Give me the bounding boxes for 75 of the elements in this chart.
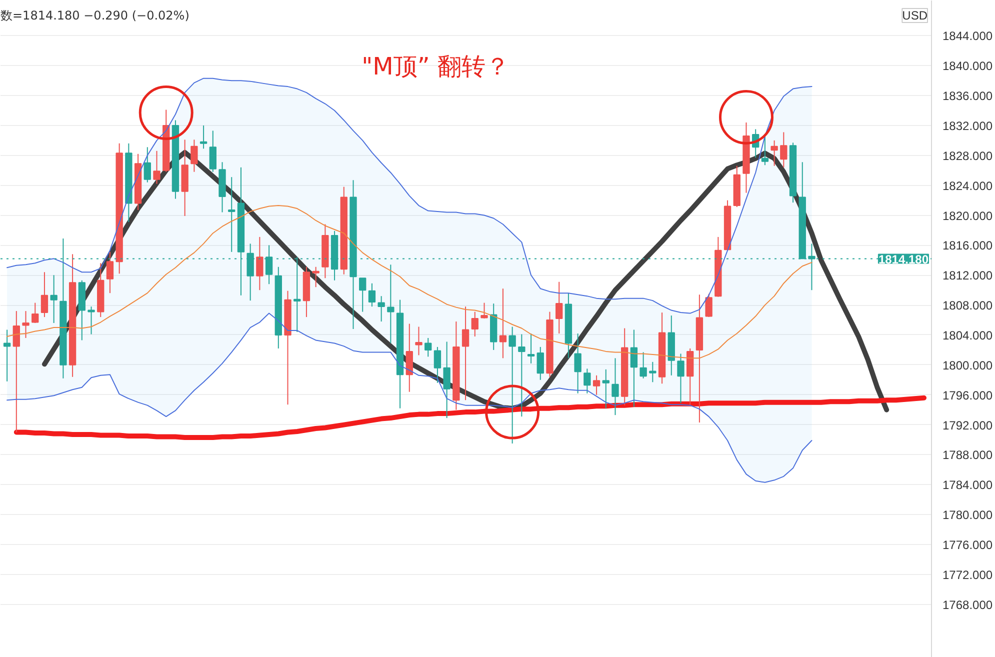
annotation: 数=1814.180 −0.290 (−0.02%) <box>0 8 190 22</box>
y-tick-label: 1788.000 <box>942 448 993 462</box>
candlestick <box>387 264 394 344</box>
candlestick <box>462 306 470 401</box>
candlestick <box>602 368 610 409</box>
y-tick-label: 1792.000 <box>942 418 993 432</box>
y-tick-label: 1832.000 <box>942 118 993 133</box>
candlestick <box>406 323 413 392</box>
candlestick <box>153 150 160 184</box>
candlestick <box>640 352 647 379</box>
candlestick <box>144 146 151 183</box>
y-tick-label: 1828.000 <box>942 148 993 163</box>
line-series <box>6 312 812 483</box>
candlestick <box>649 361 656 383</box>
y-tick-label: 1824.000 <box>942 178 993 193</box>
candlestick <box>190 139 198 172</box>
candlestick <box>471 311 478 337</box>
candlestick <box>574 332 582 394</box>
y-tick-label: 1776.000 <box>942 538 993 552</box>
point <box>718 90 774 144</box>
candlestick <box>32 302 39 324</box>
annotation: USD <box>902 8 928 22</box>
y-tick-label: 1804.000 <box>942 328 993 342</box>
candlestick <box>677 353 684 404</box>
y-tick-label: 1800.000 <box>942 358 993 372</box>
candlestick <box>630 329 638 408</box>
point <box>138 86 194 140</box>
candlestick <box>592 374 600 396</box>
candlestick <box>368 282 376 308</box>
candlestick <box>209 130 216 172</box>
candlestick <box>106 251 114 294</box>
candlestick <box>584 368 591 394</box>
candlestick <box>228 176 236 252</box>
candlestick <box>508 326 516 444</box>
candlestick <box>359 278 366 312</box>
y-tick-label: 1836.000 <box>942 89 993 104</box>
y-tick-label: 1808.000 <box>942 298 993 313</box>
candlestick <box>443 341 450 419</box>
y-tick-label: 1768.000 <box>942 598 993 612</box>
point <box>485 384 540 440</box>
y-tick-label: 1816.000 <box>942 238 993 253</box>
y-tick-label: 1820.000 <box>942 208 993 223</box>
y-tick-label: 1772.000 <box>942 568 993 582</box>
y-tick-label: 1812.000 <box>942 268 993 283</box>
candlestick <box>415 326 422 356</box>
y-tick-label: 1796.000 <box>942 388 993 402</box>
candlestick <box>556 281 563 334</box>
candlestick <box>612 358 619 416</box>
candlestick <box>499 288 507 359</box>
candlestick <box>200 124 208 150</box>
candlestick <box>518 334 526 418</box>
candlestick <box>434 346 442 384</box>
candlestick <box>40 272 48 318</box>
candlestick <box>527 332 535 364</box>
candlestick <box>770 140 778 166</box>
candlestick <box>22 310 30 338</box>
candlestick <box>780 132 788 168</box>
candlestick <box>50 274 58 324</box>
candlestick <box>424 337 432 358</box>
y-tick-label: 1784.000 <box>942 478 993 492</box>
text: "M顶” 翻转？ <box>362 52 510 80</box>
candlestick <box>761 135 769 166</box>
candlestick <box>378 296 385 322</box>
y-tick-label: 1844.000 <box>942 29 993 44</box>
candlestick <box>3 329 11 382</box>
candlestick <box>480 302 488 320</box>
y-tick-label: 1840.000 <box>942 59 993 74</box>
candlestick <box>88 306 95 335</box>
line-series <box>6 78 812 314</box>
candlestick <box>312 266 320 288</box>
y-tick-label: 1780.000 <box>942 508 993 522</box>
ref-line-label: 1814.180 <box>878 252 929 266</box>
candlestick <box>12 310 20 433</box>
candlestick <box>536 346 544 380</box>
candlestick <box>256 236 264 291</box>
